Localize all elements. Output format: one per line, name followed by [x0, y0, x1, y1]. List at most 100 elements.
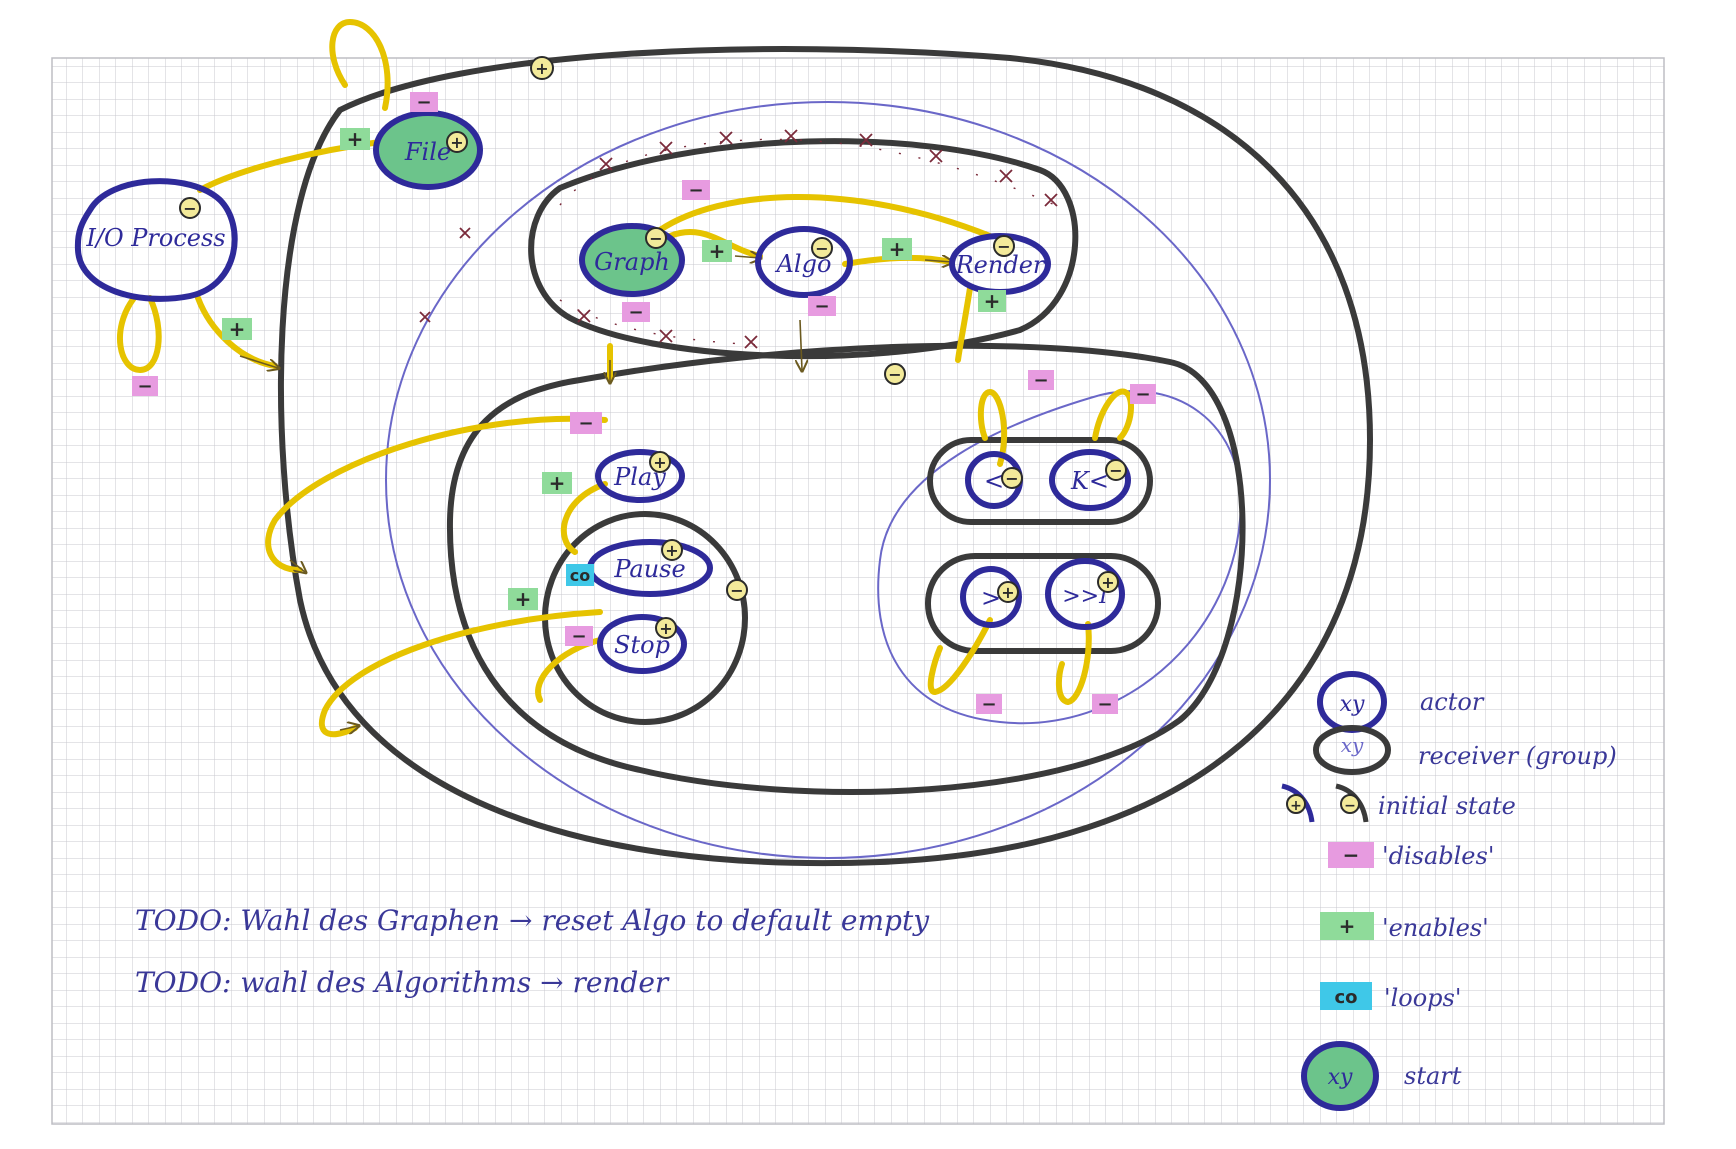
- svg-text:−: −: [137, 376, 152, 397]
- svg-text:+: +: [889, 237, 906, 261]
- legend-start: xy start: [1301, 1041, 1462, 1111]
- player-receiver-group: [446, 342, 1246, 795]
- todo-note-1: TODO: Wahl des Graphen → reset Algo to d…: [135, 904, 930, 937]
- svg-text:+: +: [709, 239, 726, 263]
- outer-receiver-group: [277, 46, 1374, 867]
- svg-text:+: +: [1101, 573, 1114, 592]
- svg-text:xy: xy: [1328, 1065, 1353, 1090]
- disable-marker: −: [565, 626, 593, 647]
- actor-io-process-label: I/O Process: [85, 224, 225, 252]
- disable-marker: −: [622, 302, 650, 323]
- svg-text:−: −: [628, 302, 643, 323]
- svg-text:−: −: [997, 237, 1010, 256]
- actor-graph-label: Graph: [594, 248, 670, 276]
- initial-minus-icon: −: [726, 579, 748, 601]
- svg-text:−: −: [730, 581, 743, 600]
- disable-marker: −: [1130, 384, 1156, 405]
- initial-minus-icon: −: [645, 227, 667, 249]
- actor-rewind-label: K<: [1070, 467, 1109, 495]
- svg-text:−: −: [981, 694, 996, 715]
- svg-text:−: −: [578, 413, 593, 434]
- model-receiver-group: [528, 138, 1079, 360]
- enable-marker: +: [508, 587, 538, 611]
- loop-marker: co: [566, 564, 594, 586]
- svg-text:−: −: [1343, 843, 1360, 867]
- disable-marker: −: [1092, 694, 1118, 715]
- svg-text:actor: actor: [1420, 688, 1485, 716]
- svg-text:+: +: [347, 127, 364, 151]
- svg-text:start: start: [1404, 1062, 1462, 1090]
- initial-minus-icon: −: [993, 235, 1015, 257]
- svg-text:+: +: [515, 587, 532, 611]
- actor-io-process[interactable]: [74, 178, 238, 302]
- disable-marker: −: [976, 694, 1002, 715]
- legend-initial-state: + − initial state: [1281, 783, 1516, 823]
- disable-marker: −: [132, 376, 158, 397]
- enable-marker: +: [702, 239, 732, 263]
- legend-loops: co 'loops': [1320, 982, 1461, 1012]
- svg-text:+: +: [659, 619, 672, 638]
- svg-text:+: +: [653, 453, 666, 472]
- svg-text:−: −: [1033, 370, 1048, 391]
- initial-minus-icon: [1340, 794, 1360, 814]
- disabled-x-marks: [419, 129, 1058, 349]
- svg-text:co: co: [1334, 987, 1357, 1008]
- initial-plus-icon: +: [446, 131, 468, 153]
- svg-text:−: −: [1097, 694, 1112, 715]
- actor-step-back-label: <: [984, 467, 1004, 495]
- disable-marker: −: [682, 180, 710, 201]
- initial-plus-icon: +: [1097, 571, 1119, 593]
- svg-text:−: −: [416, 92, 431, 113]
- svg-text:−: −: [649, 229, 662, 248]
- svg-text:−: −: [888, 365, 901, 384]
- svg-text:+: +: [1001, 583, 1014, 602]
- svg-text:−: −: [814, 296, 829, 317]
- forward-receiver-group: [925, 553, 1161, 654]
- svg-text:'disables': 'disables': [1382, 842, 1494, 870]
- svg-text:xy: xy: [1340, 692, 1365, 717]
- initial-minus-icon: −: [1105, 459, 1127, 481]
- svg-text:+: +: [1339, 914, 1356, 938]
- actor-file-label: File: [404, 138, 451, 166]
- svg-text:+: +: [229, 317, 246, 341]
- disable-marker: −: [1028, 370, 1054, 391]
- svg-text:−: −: [1344, 798, 1356, 814]
- back-receiver-group: [927, 437, 1153, 525]
- actor-stop[interactable]: [597, 614, 687, 674]
- enable-marker: +: [542, 471, 572, 495]
- initial-minus-icon: −: [811, 237, 833, 259]
- svg-text:−: −: [1005, 469, 1018, 488]
- enable-markers: + + + + + + +: [222, 127, 1006, 611]
- svg-text:−: −: [688, 180, 703, 201]
- svg-text:+: +: [549, 471, 566, 495]
- disabled-transition: [559, 138, 1056, 346]
- initial-plus-icon: +: [655, 617, 677, 639]
- svg-text:+: +: [535, 59, 548, 78]
- svg-text:'loops': 'loops': [1384, 984, 1461, 1012]
- actor-fast-forward[interactable]: [1045, 558, 1125, 630]
- transition-arrowheads: [239, 256, 952, 730]
- svg-text:−: −: [571, 626, 586, 647]
- actor-step-forward-label: >: [981, 584, 1001, 612]
- initial-minus-icon: −: [1001, 467, 1023, 489]
- svg-text:−: −: [183, 199, 196, 218]
- initial-minus-icon: −: [179, 197, 201, 219]
- disable-marker: −: [570, 412, 602, 434]
- initial-state-badges: + + − − − − − + + + − − − + +: [179, 56, 1127, 639]
- enable-marker: +: [340, 127, 370, 151]
- enable-marker: +: [222, 317, 252, 341]
- actor-algo[interactable]: [755, 226, 853, 298]
- legend-enables: + 'enables': [1320, 912, 1489, 942]
- actor-rewind[interactable]: [1049, 449, 1131, 511]
- disable-marker: −: [808, 296, 836, 317]
- enable-marker: +: [882, 237, 912, 261]
- svg-text:−: −: [1135, 384, 1150, 405]
- initial-plus-icon: +: [649, 451, 671, 473]
- actor-play[interactable]: [595, 449, 685, 503]
- actor-step-forward[interactable]: [960, 566, 1022, 628]
- svg-text:−: −: [815, 239, 828, 258]
- svg-text:co: co: [570, 566, 590, 585]
- legend-disables: − 'disables': [1328, 842, 1494, 870]
- svg-text:initial state: initial state: [1378, 792, 1516, 820]
